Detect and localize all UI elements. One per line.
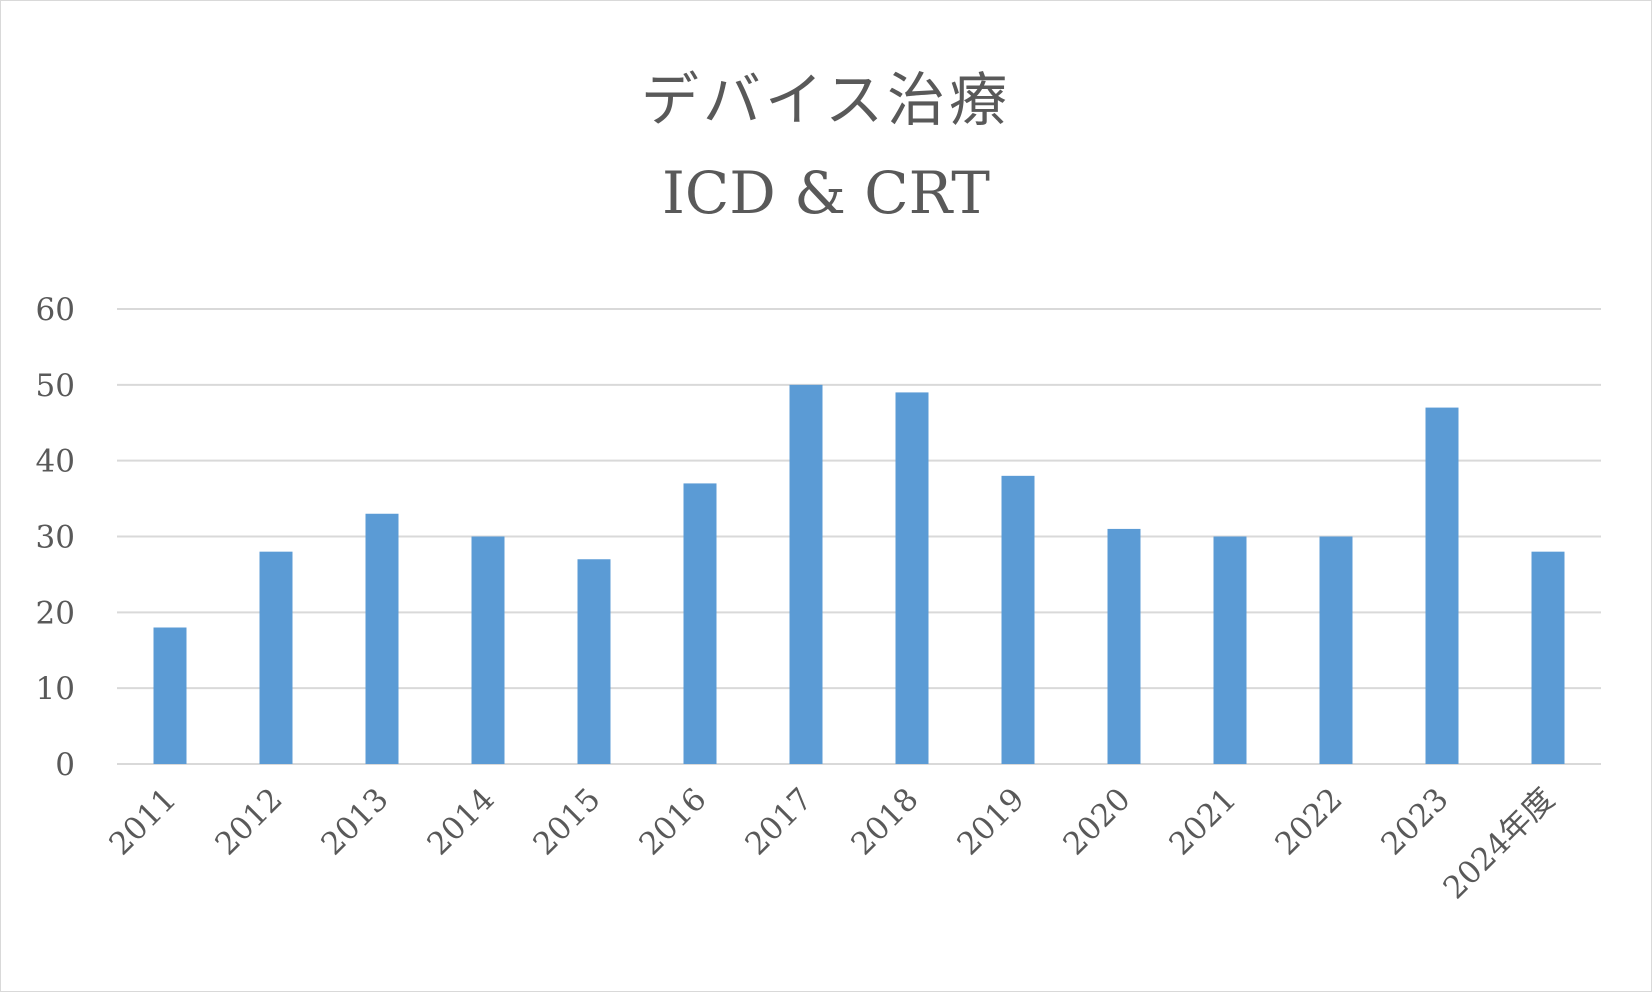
- x-tick-label: 2018: [844, 781, 925, 862]
- bar: [1531, 551, 1565, 764]
- x-tick-label: 2024年度: [1437, 781, 1562, 906]
- y-tick-label: 0: [55, 747, 75, 783]
- bar: [1107, 528, 1141, 764]
- bar: [789, 384, 823, 764]
- y-tick-label: 10: [36, 671, 75, 707]
- x-tick-label: 2020: [1056, 781, 1137, 862]
- y-tick-label: 60: [36, 292, 75, 328]
- x-tick-label: 2016: [632, 781, 713, 862]
- bar: [471, 536, 505, 764]
- bar: [1001, 475, 1035, 764]
- bar: [259, 551, 293, 764]
- x-tick-label: 2019: [950, 781, 1031, 862]
- y-tick-label: 50: [36, 368, 75, 404]
- x-tick-label: 2021: [1162, 781, 1243, 862]
- y-tick-label: 40: [36, 444, 75, 480]
- bar: [153, 627, 187, 764]
- x-tick-label: 2015: [526, 781, 607, 862]
- x-tick-label: 2012: [208, 781, 289, 862]
- bar: [365, 513, 399, 764]
- bar: [577, 559, 611, 764]
- x-tick-label: 2023: [1374, 781, 1455, 862]
- y-tick-label: 30: [36, 520, 75, 556]
- bar: [1425, 407, 1459, 764]
- chart-title: デバイス治療: [640, 66, 1012, 134]
- x-tick-label: 2017: [738, 781, 819, 862]
- bar: [1213, 536, 1247, 764]
- bar: [895, 392, 929, 764]
- bar: [1319, 536, 1353, 764]
- chart-subtitle: ICD & CRT: [661, 159, 990, 227]
- y-tick-label: 20: [36, 595, 75, 631]
- x-tick-label: 2014: [420, 781, 501, 862]
- x-tick-label: 2013: [314, 781, 395, 862]
- x-tick-label: 2011: [102, 781, 183, 862]
- bar: [683, 483, 717, 764]
- x-tick-label: 2022: [1268, 781, 1349, 862]
